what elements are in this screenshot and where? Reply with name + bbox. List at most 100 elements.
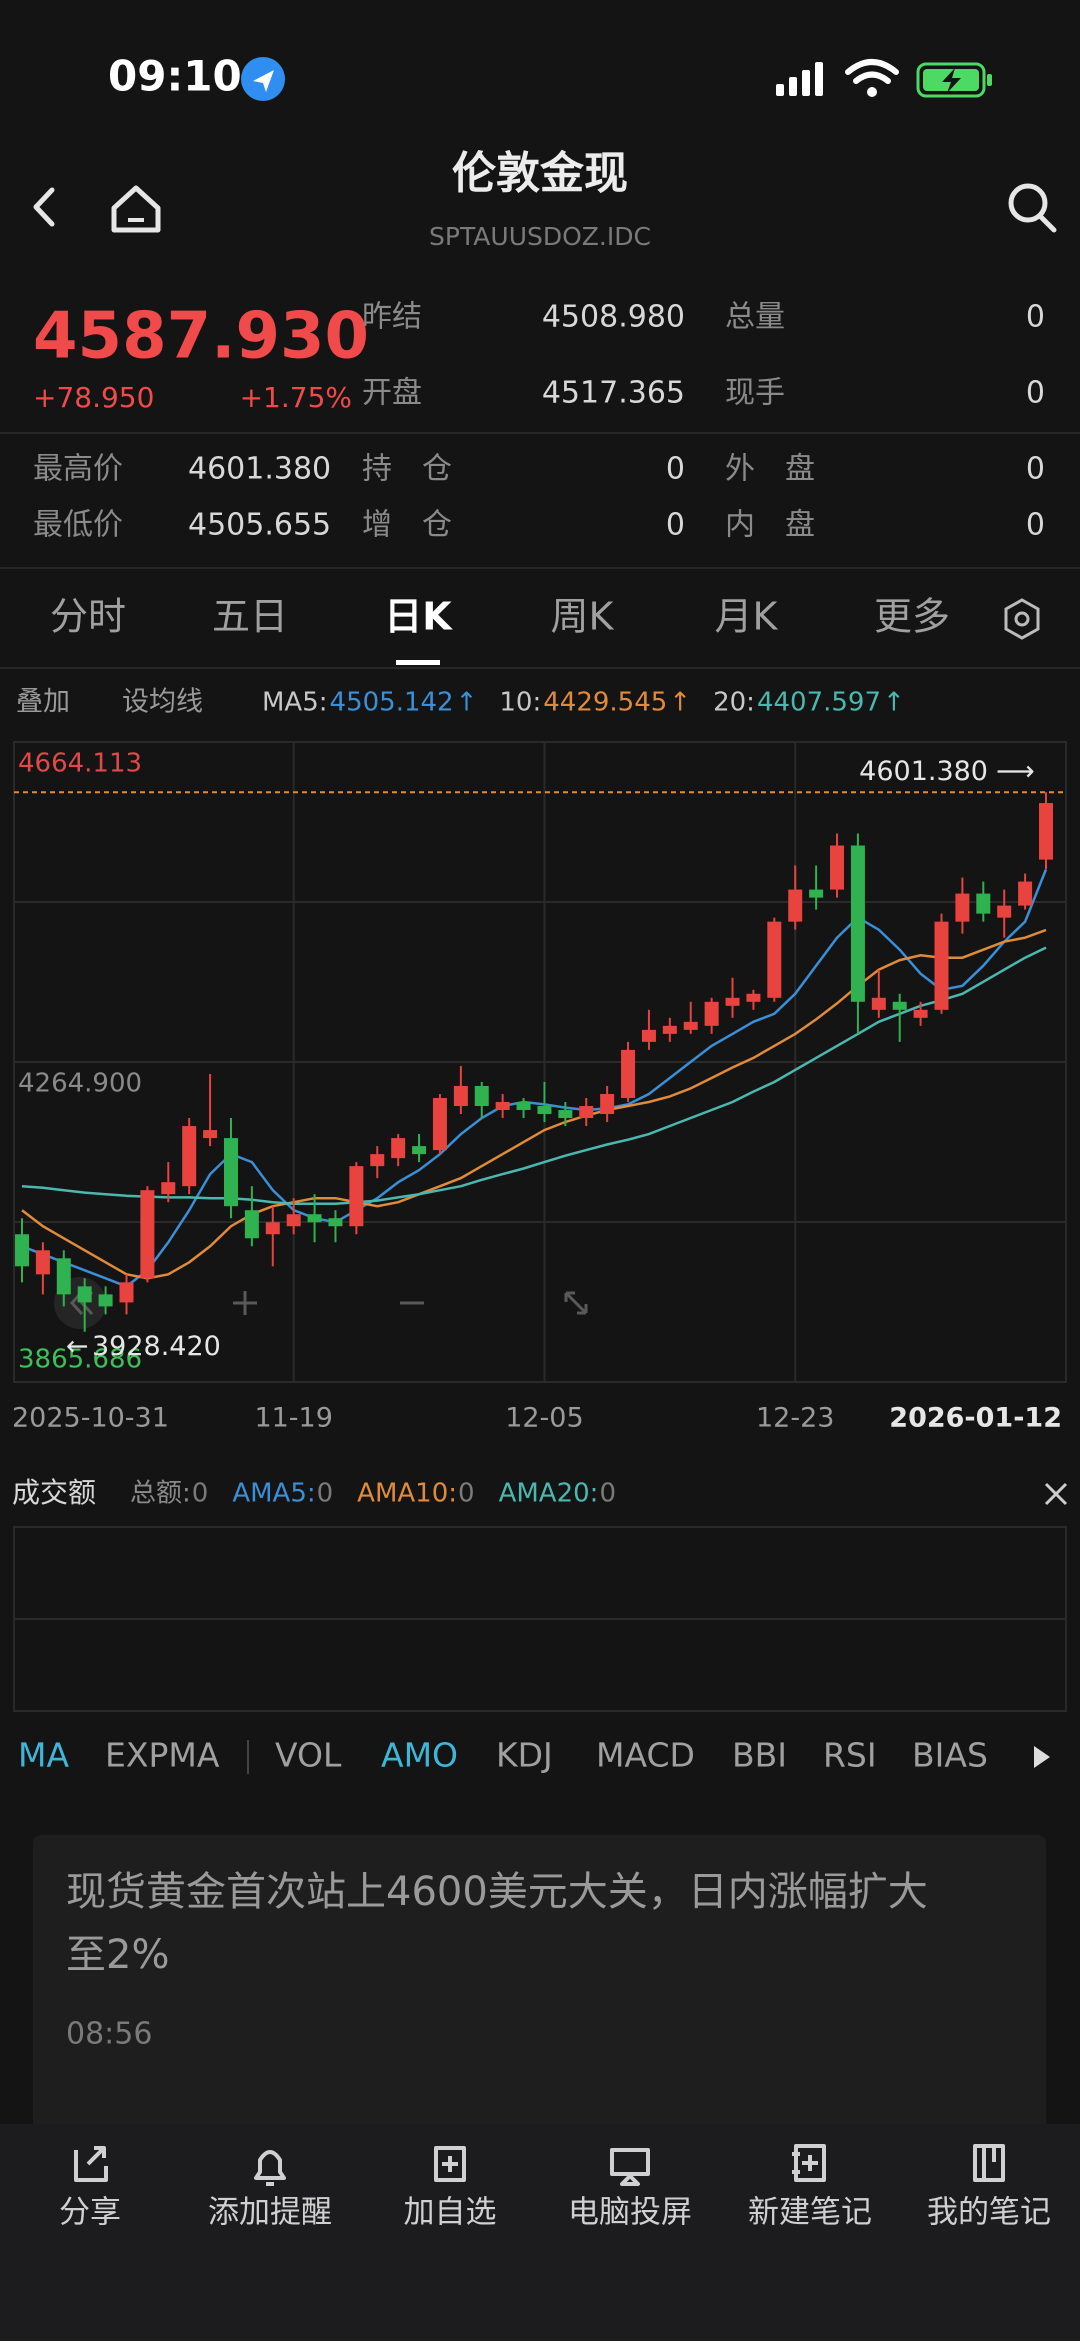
- ma-legend-arrow: ↑: [669, 688, 691, 718]
- close-volume-button[interactable]: [1044, 1482, 1068, 1506]
- x-tick-label: 12-05: [505, 1403, 583, 1434]
- back-button[interactable]: [33, 187, 55, 227]
- signal-bar: [815, 62, 823, 96]
- volume-legend-value: 0: [192, 1479, 209, 1509]
- candle-body: [161, 1182, 176, 1195]
- nav-label[interactable]: 加自选: [404, 2195, 497, 2231]
- nav-label[interactable]: 新建笔记: [748, 2195, 872, 2231]
- nav-icons: [74, 2144, 1005, 2186]
- candle-body: [1018, 881, 1033, 906]
- news-text: 至2%: [66, 1932, 169, 1978]
- indicator-tab[interactable]: BIAS: [912, 1736, 988, 1775]
- signal-bar: [789, 77, 797, 96]
- last-price: 4587.930: [33, 300, 369, 374]
- status-icons: [241, 57, 992, 101]
- candle-body: [746, 993, 761, 1002]
- y-tick-label: 4664.113: [18, 749, 142, 779]
- low-marker-label: 3928.420: [92, 1331, 221, 1362]
- candle-body: [453, 1085, 468, 1107]
- quote-value: 0: [1026, 452, 1045, 487]
- candle-body: [997, 905, 1012, 918]
- indicator-tab[interactable]: KDJ: [496, 1736, 553, 1775]
- indicator-tab[interactable]: MA: [18, 1736, 69, 1775]
- candle-body: [203, 1130, 218, 1139]
- indicator-tab[interactable]: BBI: [732, 1736, 787, 1775]
- period-tab[interactable]: 周K: [551, 595, 615, 639]
- quote-label: 现手: [725, 376, 785, 411]
- ma-legend-value: 4429.545: [543, 688, 667, 718]
- volume-legend-name: AMA5:: [232, 1479, 315, 1509]
- candle-body: [140, 1190, 155, 1279]
- period-tab[interactable]: 月K: [715, 595, 779, 639]
- news-card[interactable]: [33, 1835, 1046, 2155]
- indicator-tab[interactable]: MACD: [596, 1736, 695, 1775]
- candle-body: [600, 1093, 615, 1115]
- candle-body: [976, 893, 991, 914]
- x-tick-label: 12-23: [756, 1403, 834, 1434]
- ma-legend-name: 10:: [499, 688, 541, 718]
- indicator-tab[interactable]: VOL: [275, 1736, 342, 1775]
- settings-button[interactable]: [1004, 598, 1040, 640]
- candle-body: [830, 845, 845, 890]
- wifi: [853, 71, 891, 84]
- candle-body: [683, 1021, 698, 1030]
- period-tab[interactable]: 更多: [874, 595, 950, 639]
- period-tab[interactable]: 分时: [50, 595, 126, 639]
- indicator-tab[interactable]: EXPMA: [105, 1736, 220, 1775]
- candle-body: [349, 1166, 364, 1227]
- signal-bar: [776, 84, 784, 96]
- home-button[interactable]: [111, 185, 161, 233]
- period-tab[interactable]: 五日: [212, 595, 288, 639]
- candle-body: [370, 1154, 385, 1167]
- indicator-tab[interactable]: RSI: [823, 1736, 877, 1775]
- new-note-plus: [792, 2152, 818, 2174]
- period-tab[interactable]: 日K: [384, 595, 453, 639]
- bottom-nav: [0, 2124, 1080, 2341]
- zoom-in-button[interactable]: [233, 1291, 257, 1315]
- candle-body: [579, 1106, 594, 1119]
- location-arrow: [253, 70, 274, 92]
- nav-label[interactable]: 分享: [59, 2195, 121, 2231]
- quote-label: 最高价: [33, 452, 123, 487]
- wifi: [867, 87, 877, 97]
- low-marker-arrow: ←: [66, 1331, 89, 1362]
- candle-body: [788, 889, 803, 922]
- y-tick-label: 3865.686: [18, 1345, 142, 1375]
- quote-label: 外 盘: [725, 452, 815, 487]
- volume-legend-value: 0: [599, 1479, 616, 1509]
- price-change: +78.950: [33, 381, 154, 414]
- more-indicators-button[interactable]: [1034, 1746, 1050, 1768]
- header-icons: [33, 183, 1057, 233]
- candle-body: [662, 1025, 677, 1034]
- news-time: 08:56: [66, 2017, 152, 2052]
- quote-value: 4505.655: [188, 508, 331, 543]
- quote-value: 0: [1026, 376, 1045, 411]
- candle-body: [495, 1101, 510, 1111]
- share-icon: [74, 2146, 108, 2182]
- search-button[interactable]: [1008, 183, 1048, 223]
- status-time: 09:10: [108, 52, 242, 101]
- cast-base: [620, 2174, 640, 2186]
- quote-value: 4601.380: [188, 452, 331, 487]
- battery: [916, 62, 986, 98]
- candle-body: [286, 1214, 301, 1227]
- indicator-tab[interactable]: AMO: [381, 1736, 458, 1775]
- candle-body: [223, 1138, 238, 1207]
- quote-value: 0: [666, 452, 685, 487]
- instrument-code: SPTAUUSDOZ.IDC: [429, 222, 651, 251]
- candle-body: [474, 1085, 489, 1107]
- volume-legend-name: AMA10:: [357, 1479, 457, 1509]
- ma-legend-arrow: ↑: [456, 688, 478, 718]
- price-change-pct: +1.75%: [240, 381, 352, 414]
- watchlist-icon: [434, 2146, 466, 2182]
- nav-label[interactable]: 电脑投屏: [568, 2195, 692, 2231]
- high-marker-arrow: ⟶: [996, 756, 1035, 787]
- fullscreen-button[interactable]: [564, 1291, 588, 1315]
- nav-label[interactable]: 我的笔记: [927, 2195, 1051, 2231]
- nav-label[interactable]: 添加提醒: [208, 2195, 332, 2231]
- quote-label: 昨结: [362, 300, 422, 335]
- quote-label: 增 仓: [362, 508, 452, 543]
- volume-legend-value: 0: [317, 1479, 334, 1509]
- quote-label: 内 盘: [725, 508, 815, 543]
